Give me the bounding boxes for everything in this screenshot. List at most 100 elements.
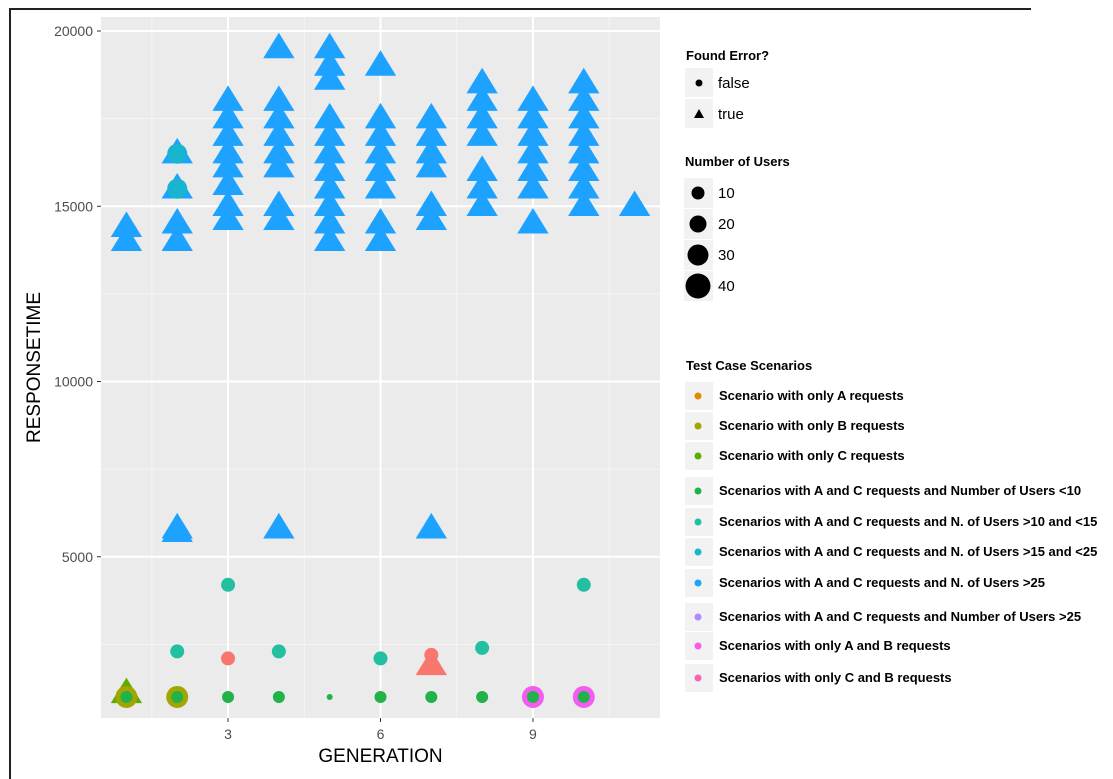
legend-color-key [694, 487, 702, 495]
data-point-triangle [568, 120, 600, 146]
legend-color-key [694, 579, 702, 587]
legend-number-of-users: Number of Users 10 20 30 40 [684, 154, 790, 301]
data-point-triangle [364, 208, 397, 234]
data-point-triangle [466, 102, 498, 129]
data-point-triangle [212, 190, 244, 216]
data-point-triangle [161, 512, 193, 539]
data-point-triangle [314, 172, 346, 199]
legend-found-error: Found Error? false true [685, 48, 769, 128]
legend-color-key [694, 613, 702, 621]
legend-size-label: 40 [718, 278, 735, 295]
y-tick-label: 10000 [54, 374, 93, 390]
x-tick-label: 6 [377, 726, 385, 742]
data-point-triangle [364, 50, 397, 76]
legend-color-label: Scenario with only B requests [719, 418, 905, 433]
legend-size-key [689, 215, 707, 233]
data-point-triangle [466, 155, 498, 181]
data-point-triangle [364, 172, 397, 199]
legend-size-label: 30 [718, 247, 735, 264]
data-point-triangle [415, 120, 447, 146]
y-tick-label: 5000 [62, 549, 93, 565]
data-points [110, 32, 651, 708]
data-point-triangle [161, 225, 193, 252]
x-tick-label: 3 [224, 726, 232, 742]
y-tick-label: 20000 [54, 23, 93, 39]
legend-size-label: 10 [718, 185, 735, 202]
legend-color-label: Scenarios with only C and B requests [719, 670, 952, 685]
data-point-triangle [517, 120, 549, 146]
legend-circle-key [695, 79, 703, 87]
legend-color-label: Scenario with only A requests [719, 388, 904, 403]
legend-color-label: Scenarios with A and C requests and N. o… [719, 544, 1097, 559]
data-point-circle [576, 577, 591, 592]
legend-triangle-key [694, 109, 704, 118]
data-point-triangle [415, 102, 447, 129]
data-point-circle [475, 640, 490, 655]
data-point-triangle [263, 151, 295, 178]
legend-color-label: Scenarios with only A and B requests [719, 638, 951, 653]
data-point-circle [425, 690, 438, 703]
data-point-triangle [110, 225, 143, 252]
data-point-triangle [415, 512, 447, 539]
legend-shape-label: false [718, 75, 750, 92]
data-point-triangle [466, 120, 498, 146]
data-point-triangle [263, 102, 295, 129]
data-point-triangle [263, 120, 295, 146]
data-point-triangle [517, 85, 549, 111]
data-point-triangle [263, 204, 295, 231]
data-point-triangle [314, 137, 346, 164]
data-point-circle [577, 690, 590, 703]
data-point-circle [167, 178, 188, 199]
data-point-circle [167, 143, 188, 164]
data-point-triangle [415, 190, 447, 216]
data-point-triangle [314, 225, 346, 252]
data-point-triangle [517, 155, 549, 181]
data-point-triangle [212, 102, 244, 129]
frame-top-border [9, 8, 1031, 10]
legend-test-case-scenarios: Test Case Scenarios Scenario with only A… [685, 358, 1097, 692]
legend-number-of-users-title: Number of Users [685, 154, 790, 169]
legend-color-key [694, 392, 702, 400]
data-point-triangle [466, 85, 498, 111]
data-point-triangle [568, 137, 600, 164]
data-point-triangle [212, 204, 244, 231]
legend-color-key [694, 422, 702, 430]
data-point-circle [373, 651, 388, 666]
data-point-circle [221, 651, 236, 666]
legend-color-key [694, 518, 702, 526]
data-point-triangle [517, 208, 549, 234]
y-tick-label: 15000 [54, 198, 93, 214]
data-point-circle [221, 577, 236, 592]
data-point-triangle [364, 225, 397, 252]
data-point-circle [170, 644, 185, 659]
data-point-triangle [568, 172, 600, 199]
legend-test-case-scenarios-title: Test Case Scenarios [686, 358, 812, 373]
data-point-circle [171, 690, 184, 703]
data-point-triangle [568, 190, 600, 216]
data-point-triangle [110, 211, 143, 238]
data-point-triangle [415, 151, 447, 178]
data-point-triangle [517, 172, 549, 199]
data-point-triangle [568, 102, 600, 129]
x-tick-label: 9 [529, 726, 537, 742]
data-point-triangle [466, 67, 498, 94]
legend-color-label: Scenarios with A and C requests and Numb… [719, 609, 1081, 624]
data-point-triangle [517, 102, 549, 129]
data-point-circle [476, 690, 489, 703]
data-point-triangle [517, 137, 549, 164]
data-point-triangle [212, 137, 244, 164]
data-point-triangle [314, 50, 346, 76]
data-point-circle [374, 690, 387, 703]
data-point-triangle [618, 190, 651, 216]
frame-left-border [9, 8, 11, 779]
data-point-circle [120, 690, 133, 703]
data-point-triangle [568, 85, 600, 111]
legend-color-label: Scenario with only C requests [719, 448, 905, 463]
data-point-triangle [212, 169, 244, 195]
data-point-triangle [314, 120, 346, 146]
legend-color-label: Scenarios with A and C requests and Numb… [719, 483, 1081, 498]
data-point-triangle [263, 512, 295, 539]
legend-color-key [694, 642, 702, 650]
data-point-circle [272, 690, 285, 703]
